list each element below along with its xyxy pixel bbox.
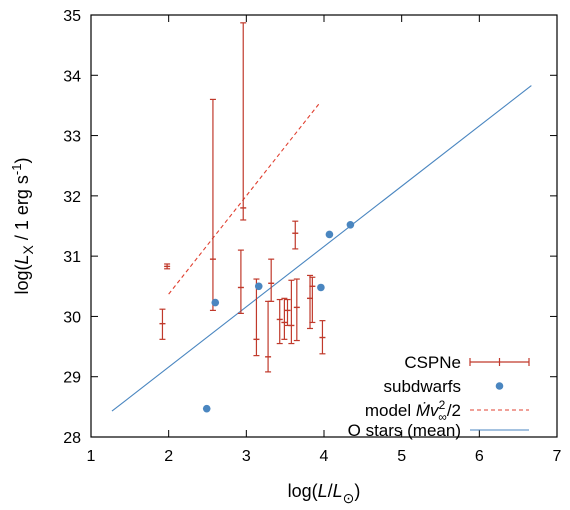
cspne-point (319, 320, 326, 355)
subdwarf-point (202, 404, 211, 413)
x-tick-label: 7 (553, 448, 562, 465)
y-tick-label: 30 (63, 309, 81, 326)
legend-sample-subdwarfs (495, 382, 504, 390)
legend-label-cspne: CSPNe (404, 353, 461, 372)
legend-label-o-stars: O stars (mean) (348, 421, 461, 440)
cspne-point (268, 258, 275, 302)
o-stars-line (111, 85, 532, 412)
series-model (168, 102, 321, 295)
x-tick-label: 1 (87, 448, 96, 465)
series-subdwarfs (202, 220, 355, 413)
subdwarf-point (346, 220, 355, 229)
cspne-point (164, 263, 171, 270)
cspne-point (253, 278, 260, 357)
y-tick-label: 34 (63, 68, 81, 85)
x-tick-label: 3 (242, 448, 251, 465)
cspne-point (309, 276, 316, 324)
model-line (168, 102, 321, 295)
x-tick-label: 6 (475, 448, 484, 465)
cspne-point (284, 298, 291, 327)
series-cspne (159, 22, 326, 373)
cspne-point (159, 308, 166, 340)
y-tick-label: 32 (63, 189, 81, 206)
cspne-point (292, 220, 299, 250)
subdwarf-point (317, 283, 325, 292)
legend-label-model: model Ṁv2 ∞/2 (365, 398, 461, 424)
cspne-point (293, 278, 300, 342)
x-tick-label: 2 (164, 448, 173, 465)
subdwarf-point (254, 282, 263, 291)
cspne-point (240, 22, 247, 221)
subdwarf-point (211, 298, 220, 307)
y-axis-label: log(LX / 1 erg s-1) (9, 158, 36, 295)
cspne-point (288, 279, 295, 345)
x-axis-label: log(L/L⊙) (288, 481, 361, 506)
x-tick-label: 4 (320, 448, 329, 465)
x-tick-label: 5 (397, 448, 406, 465)
cspne-point (265, 300, 272, 373)
y-tick-label: 28 (63, 430, 81, 447)
y-tick-label: 33 (63, 129, 81, 146)
y-tick-label: 29 (63, 370, 81, 387)
subdwarf-point (325, 230, 334, 239)
y-tick-label: 31 (63, 249, 81, 266)
cspne-point (276, 298, 283, 345)
y-tick-label: 35 (63, 8, 81, 25)
series-o-stars (111, 85, 532, 412)
cspne-point (281, 297, 288, 340)
legend-label-subdwarfs: subdwarfs (384, 377, 461, 396)
cspne-point (237, 249, 244, 315)
legend: CSPNe subdwarfs model Ṁv2 ∞/2O stars (mean) (348, 353, 530, 440)
cspne-point (209, 98, 216, 311)
plot-frame (90, 14, 558, 438)
